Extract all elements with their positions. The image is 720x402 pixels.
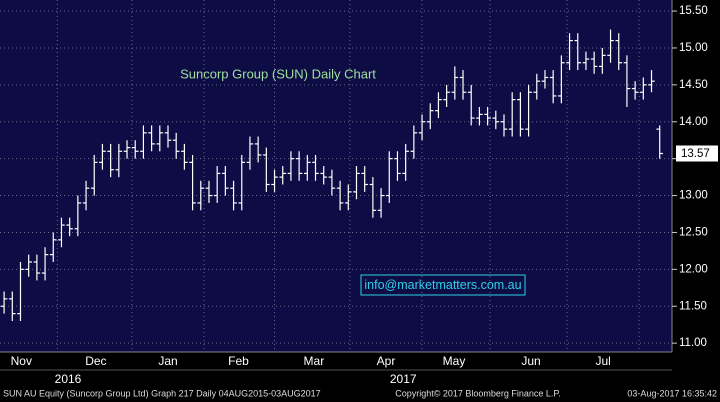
x-tick-label: Dec	[85, 354, 106, 368]
x-tick-label: May	[443, 354, 466, 368]
y-tick-label: 12.50	[679, 226, 708, 238]
footer-right: 03-Aug-2017 16:35:42	[627, 388, 717, 398]
footer-left: SUN AU Equity (Suncorp Group Ltd) Graph …	[3, 388, 321, 398]
year-label: 2017	[390, 372, 417, 386]
y-tick-label: 14.50	[679, 79, 708, 91]
x-tick-label: Jan	[158, 354, 177, 368]
y-tick-label: 14.00	[679, 116, 708, 128]
x-tick-label: Nov	[11, 354, 32, 368]
last-price-box	[676, 145, 718, 162]
contact-box	[360, 274, 526, 296]
x-tick-label: Apr	[377, 354, 396, 368]
last-price-label: 13.57	[681, 148, 710, 160]
plot-background	[0, 0, 672, 352]
y-tick-label: 12.00	[679, 263, 708, 275]
y-tick-label: 15.50	[679, 5, 708, 17]
y-tick-label: 13.00	[679, 190, 708, 202]
year-label: 2016	[55, 372, 82, 386]
x-tick-label: Jul	[595, 354, 610, 368]
footer-center: Copyright© 2017 Bloomberg Finance L.P.	[395, 388, 561, 398]
y-tick-label: 15.00	[679, 42, 708, 54]
x-tick-label: Mar	[304, 354, 325, 368]
y-tick-label: 11.50	[679, 300, 707, 312]
x-axis-band	[0, 352, 720, 402]
axis-background	[672, 0, 720, 352]
contact: info@marketmatters.com.au	[364, 278, 521, 292]
x-tick-label: Jun	[521, 354, 540, 368]
y-tick-label: 11.00	[679, 337, 707, 349]
x-tick-label: Feb	[228, 354, 249, 368]
annotation: Suncorp Group (SUN) Daily Chart	[180, 66, 376, 81]
